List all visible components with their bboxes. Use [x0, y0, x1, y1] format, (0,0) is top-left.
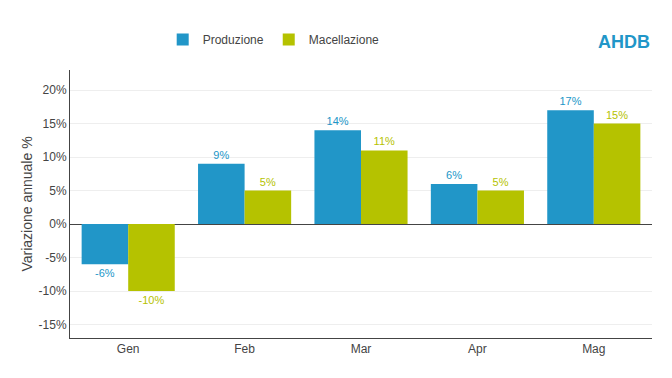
svg-text:9%: 9%: [213, 149, 229, 161]
svg-text:5%: 5%: [49, 184, 67, 198]
svg-text:-6%: -6%: [95, 267, 115, 279]
svg-text:17%: 17%: [559, 95, 581, 107]
svg-text:Apr: Apr: [468, 342, 487, 356]
svg-text:5%: 5%: [260, 176, 276, 188]
svg-text:-5%: -5%: [45, 251, 67, 265]
svg-text:Feb: Feb: [234, 342, 255, 356]
svg-text:-10%: -10%: [39, 284, 67, 298]
svg-text:20%: 20%: [43, 83, 67, 97]
svg-text:Mag: Mag: [582, 342, 605, 356]
svg-text:11%: 11%: [374, 135, 395, 147]
svg-text:0%: 0%: [49, 217, 67, 231]
svg-text:Produzione: Produzione: [203, 33, 264, 47]
svg-text:10%: 10%: [43, 150, 67, 164]
svg-text:Variazione annuale %: Variazione annuale %: [19, 136, 35, 271]
svg-text:Macellazione: Macellazione: [309, 33, 379, 47]
svg-text:AHDB: AHDB: [598, 32, 650, 52]
svg-text:-15%: -15%: [39, 318, 67, 332]
svg-text:-10%: -10%: [139, 294, 165, 306]
svg-text:Mar: Mar: [351, 342, 372, 356]
svg-text:Gen: Gen: [117, 342, 140, 356]
svg-text:14%: 14%: [327, 115, 349, 127]
svg-text:15%: 15%: [606, 109, 628, 121]
svg-text:5%: 5%: [493, 176, 509, 188]
svg-text:15%: 15%: [43, 117, 67, 131]
svg-text:6%: 6%: [446, 169, 462, 181]
